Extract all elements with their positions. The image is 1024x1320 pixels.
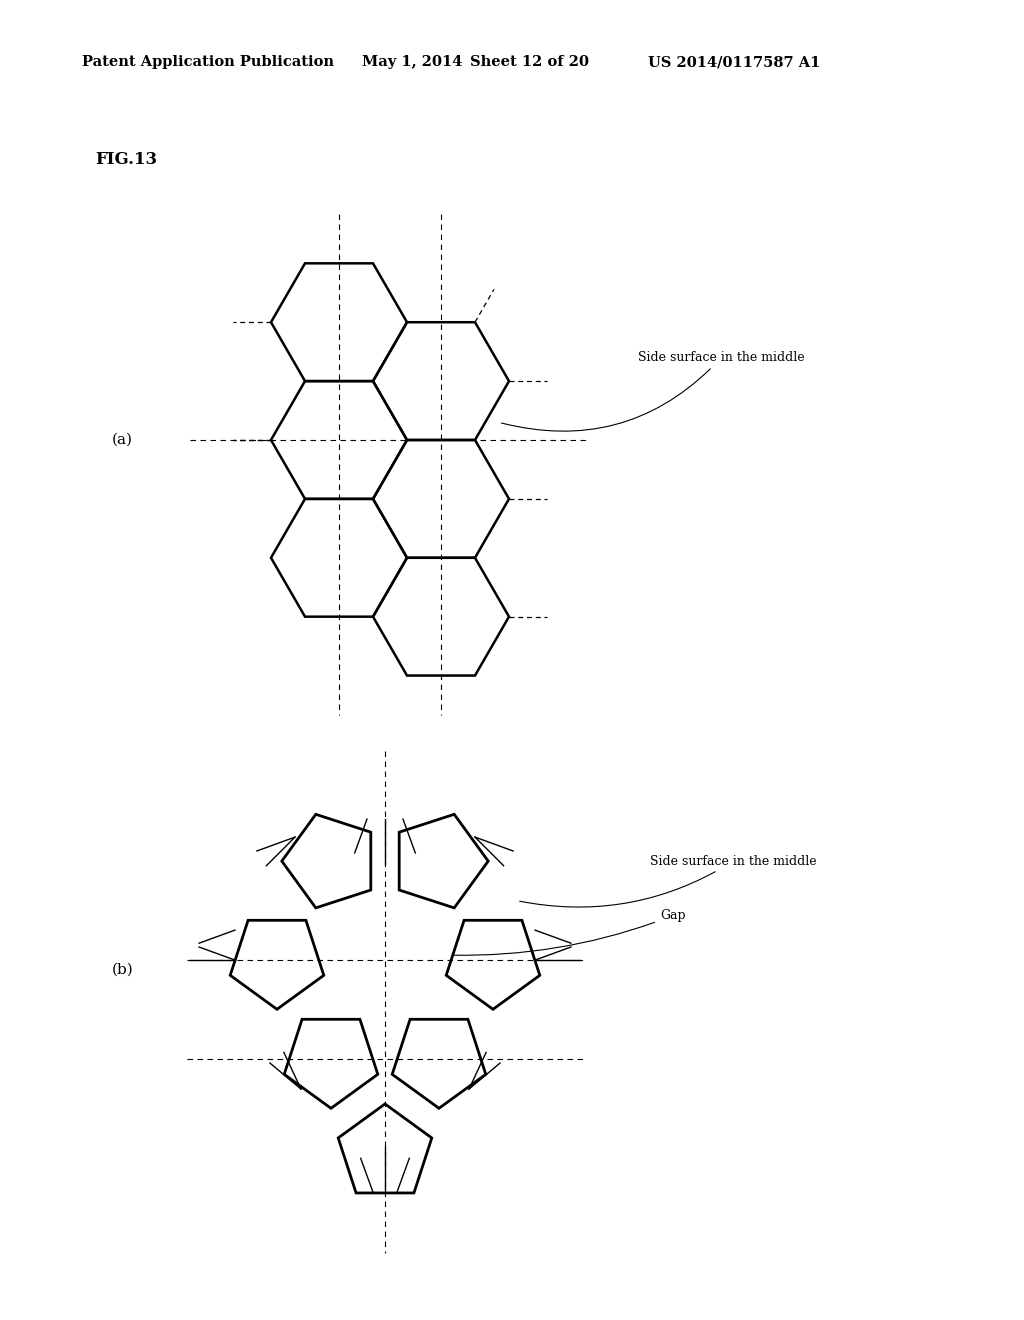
Text: Patent Application Publication: Patent Application Publication — [82, 55, 334, 69]
Text: Side surface in the middle: Side surface in the middle — [502, 351, 805, 432]
Text: Sheet 12 of 20: Sheet 12 of 20 — [470, 55, 589, 69]
Text: Gap: Gap — [454, 909, 686, 956]
Text: (b): (b) — [112, 964, 134, 977]
Text: FIG.13: FIG.13 — [95, 152, 157, 169]
Text: Side surface in the middle: Side surface in the middle — [520, 854, 816, 907]
Text: May 1, 2014: May 1, 2014 — [362, 55, 463, 69]
Text: (a): (a) — [112, 433, 133, 447]
Text: US 2014/0117587 A1: US 2014/0117587 A1 — [648, 55, 820, 69]
